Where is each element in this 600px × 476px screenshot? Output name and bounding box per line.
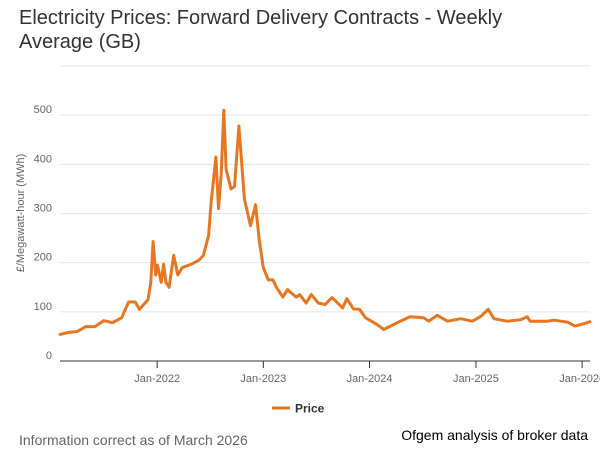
x-tick-label: Jan-2025 xyxy=(453,373,499,385)
footnote: Information correct as of March 2026 xyxy=(19,432,248,448)
y-tick-label: 200 xyxy=(34,252,52,264)
y-tick-labels: 0 100 200 300 400 500 xyxy=(34,104,52,362)
y-tick-label: 500 xyxy=(34,104,52,116)
y-tick-label: 0 xyxy=(46,350,52,362)
x-axis: Jan-2022 Jan-2023 Jan-2024 Jan-2025 Jan-2026 xyxy=(60,360,600,385)
source-credit: Ofgem analysis of broker data xyxy=(401,427,588,443)
chart-title: Electricity Prices: Forward Delivery Con… xyxy=(19,7,503,53)
y-tick-label: 100 xyxy=(34,301,52,313)
legend[interactable]: Price xyxy=(272,402,325,416)
y-tick-label: 300 xyxy=(34,203,52,215)
y-axis-title: £/Megawatt-hour (MWh) xyxy=(15,154,27,273)
series-line-price xyxy=(58,108,592,336)
x-tick-label: Jan-2023 xyxy=(240,373,286,385)
legend-label-price[interactable]: Price xyxy=(295,402,325,416)
x-tick-label: Jan-2024 xyxy=(347,373,393,385)
x-tick-label: Jan-2022 xyxy=(134,373,180,385)
x-tick-label: Jan-2026 xyxy=(559,373,600,385)
y-tick-label: 400 xyxy=(34,153,52,165)
gridlines xyxy=(60,65,590,313)
